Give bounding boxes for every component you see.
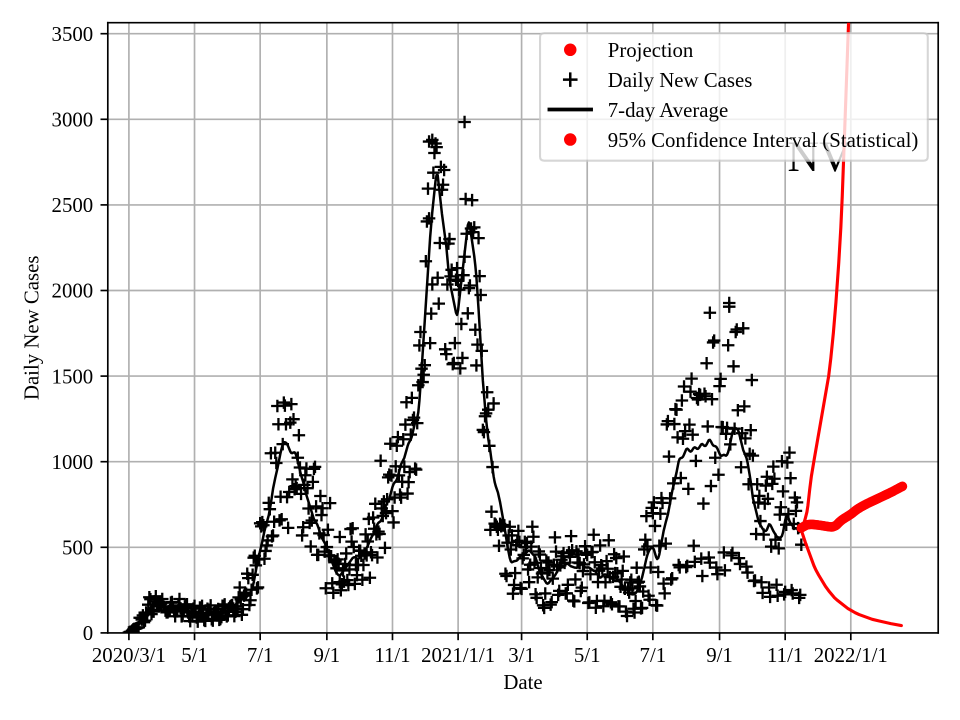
svg-text:11/1: 11/1 bbox=[374, 643, 410, 667]
svg-text:7/1: 7/1 bbox=[247, 643, 274, 667]
svg-text:2500: 2500 bbox=[52, 193, 94, 217]
svg-text:3000: 3000 bbox=[52, 108, 94, 132]
svg-text:0: 0 bbox=[83, 621, 93, 645]
svg-text:Daily New Cases: Daily New Cases bbox=[608, 68, 753, 92]
svg-text:9/1: 9/1 bbox=[314, 643, 341, 667]
svg-text:1000: 1000 bbox=[52, 450, 94, 474]
svg-text:Projection: Projection bbox=[608, 38, 694, 62]
svg-text:3500: 3500 bbox=[52, 22, 94, 46]
svg-text:2022/1/1: 2022/1/1 bbox=[814, 643, 888, 667]
svg-text:95% Confidence Interval (Stati: 95% Confidence Interval (Statistical) bbox=[608, 128, 919, 152]
svg-text:11/1: 11/1 bbox=[767, 643, 803, 667]
svg-text:9/1: 9/1 bbox=[706, 643, 733, 667]
svg-text:Date: Date bbox=[503, 670, 542, 694]
svg-text:Daily New Cases: Daily New Cases bbox=[20, 255, 44, 400]
svg-text:7/1: 7/1 bbox=[640, 643, 667, 667]
svg-text:1500: 1500 bbox=[52, 364, 94, 388]
svg-text:2021/1/1: 2021/1/1 bbox=[421, 643, 495, 667]
svg-text:2020/3/1: 2020/3/1 bbox=[92, 643, 166, 667]
svg-text:5/1: 5/1 bbox=[181, 643, 208, 667]
svg-text:500: 500 bbox=[62, 536, 93, 560]
svg-text:3/1: 3/1 bbox=[508, 643, 535, 667]
svg-text:5/1: 5/1 bbox=[574, 643, 601, 667]
svg-text:7-day Average: 7-day Average bbox=[608, 98, 728, 122]
svg-text:2000: 2000 bbox=[52, 279, 94, 303]
